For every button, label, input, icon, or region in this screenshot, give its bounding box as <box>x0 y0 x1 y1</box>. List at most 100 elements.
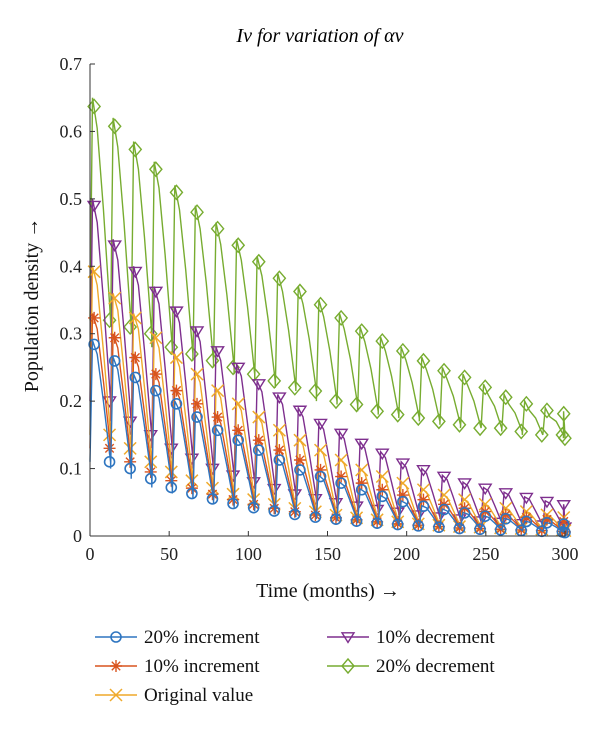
data-point <box>397 495 409 508</box>
data-point <box>170 384 183 397</box>
data-point <box>350 515 363 527</box>
data-point <box>416 465 431 477</box>
x-tick: 150 <box>314 531 341 564</box>
data-point <box>129 351 142 364</box>
y-tick-label: 0.1 <box>60 459 83 479</box>
data-point <box>431 413 446 430</box>
data-point <box>313 418 328 431</box>
data-point <box>88 338 100 351</box>
data-point <box>458 507 471 519</box>
x-tick-label: 250 <box>472 544 499 564</box>
data-point <box>396 489 409 502</box>
data-point <box>251 379 267 391</box>
y-tick: 0.4 <box>60 256 95 276</box>
data-point <box>107 118 122 135</box>
y-axis-label: Population density → <box>21 218 43 392</box>
data-point <box>499 513 512 525</box>
data-point <box>395 458 411 471</box>
legend-marker <box>340 632 356 644</box>
data-point <box>170 398 183 410</box>
data-point <box>499 508 512 521</box>
data-point <box>292 405 308 418</box>
data-point <box>211 424 224 437</box>
data-point <box>308 382 323 400</box>
data-point <box>417 493 430 506</box>
y-tick-label: 0.7 <box>60 54 83 74</box>
series-line <box>89 313 566 533</box>
data-point <box>272 270 287 287</box>
data-point <box>164 339 179 356</box>
data-point <box>169 184 184 201</box>
data-point <box>88 311 101 324</box>
axes <box>89 64 565 537</box>
data-point <box>190 367 204 381</box>
data-point <box>232 424 245 437</box>
data-point <box>438 503 450 516</box>
data-point <box>514 423 529 440</box>
data-point <box>349 396 364 413</box>
y-tick-label: 0.3 <box>60 324 83 344</box>
data-point <box>272 423 286 437</box>
data-point <box>273 454 286 466</box>
data-point <box>478 379 493 396</box>
data-point <box>375 448 390 461</box>
data-point <box>436 471 452 484</box>
data-point <box>329 393 343 410</box>
data-point <box>190 204 204 221</box>
data-point <box>411 409 426 427</box>
x-tick: 200 <box>393 531 420 564</box>
x-ticks: 0 50 100 150 200 250 300 <box>86 531 579 564</box>
data-point <box>433 521 445 534</box>
x-tick-label: 50 <box>160 544 178 564</box>
data-point <box>376 483 389 496</box>
y-ticks: 0 0.1 0.2 0.3 0.4 0.5 0.6 0.7 <box>60 54 95 546</box>
data-point <box>498 488 514 500</box>
data-point <box>355 477 368 490</box>
data-point <box>103 456 116 468</box>
x-tick: 300 <box>552 531 579 564</box>
y-tick: 0.2 <box>60 391 95 411</box>
legend: 20% increment 10% increment Original value… <box>95 627 495 706</box>
legend-label: 10% increment <box>144 656 260 677</box>
data-point <box>396 476 410 490</box>
data-point <box>354 438 369 451</box>
data-point <box>108 291 122 305</box>
data-point <box>273 444 286 457</box>
y-tick: 0.7 <box>60 54 95 74</box>
data-point <box>251 253 266 270</box>
y-tick: 0.6 <box>60 121 95 141</box>
legend-item: Original value <box>95 685 253 706</box>
data-point <box>391 518 404 531</box>
data-point <box>334 309 349 327</box>
plot-area <box>86 97 573 539</box>
data-point <box>479 510 492 522</box>
legend-marker <box>109 688 123 702</box>
data-point <box>335 470 348 483</box>
data-point <box>334 453 348 467</box>
data-point <box>477 483 493 496</box>
data-point <box>86 200 102 213</box>
data-point <box>370 403 385 420</box>
data-point <box>520 511 533 524</box>
data-point <box>457 478 472 490</box>
y-tick-label: 0.5 <box>60 189 83 209</box>
data-point <box>293 454 306 467</box>
data-point <box>376 490 389 503</box>
data-point <box>210 220 225 237</box>
data-point <box>452 416 467 433</box>
data-point <box>149 368 162 381</box>
data-point <box>416 352 431 369</box>
data-point <box>128 311 142 325</box>
data-point <box>437 488 451 502</box>
data-point <box>143 325 158 342</box>
data-point <box>539 496 555 509</box>
data-point <box>534 426 549 443</box>
data-point <box>355 463 369 477</box>
data-point <box>123 318 138 336</box>
data-point <box>144 472 157 485</box>
data-point <box>268 505 281 517</box>
data-point <box>107 240 122 252</box>
data-point <box>231 397 245 411</box>
data-point <box>557 430 572 447</box>
data-point <box>149 331 163 345</box>
